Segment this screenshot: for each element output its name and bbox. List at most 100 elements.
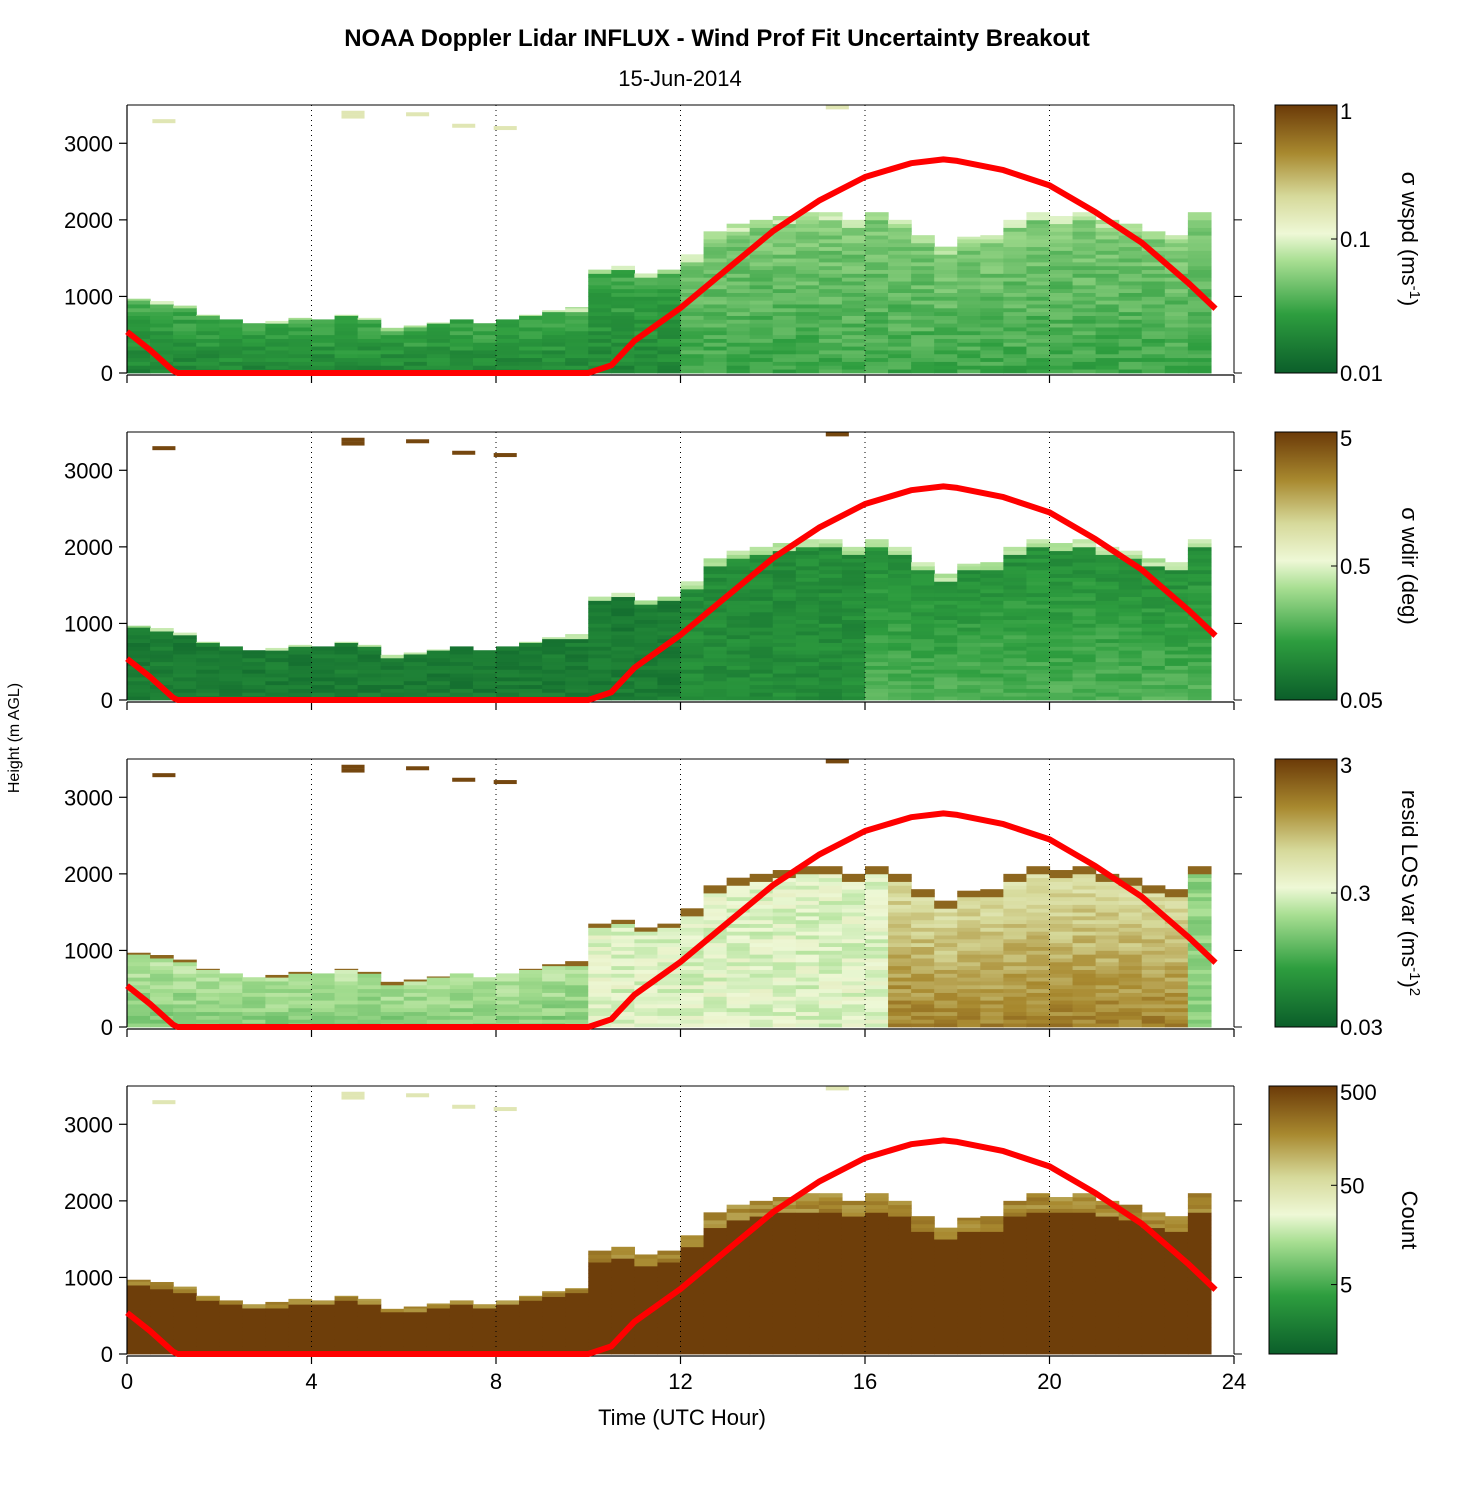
heatmap-cell	[1095, 258, 1120, 263]
heatmap-cell	[980, 673, 1004, 678]
heatmap-cell	[772, 1015, 797, 1020]
heatmap-cell	[980, 592, 1004, 598]
heatmap-cell	[588, 677, 612, 682]
heatmap-cell	[150, 657, 174, 663]
heatmap-cell	[519, 1315, 543, 1320]
heatmap-cell	[888, 646, 912, 651]
heatmap-cell	[911, 684, 935, 689]
heatmap-cell	[865, 242, 889, 248]
heatmap-cell	[334, 646, 359, 651]
heatmap-cell	[1026, 231, 1051, 236]
heatmap-cell	[242, 342, 266, 347]
heatmap-cell	[311, 1323, 336, 1328]
heatmap-cell	[841, 353, 866, 359]
heatmap-cell	[426, 1319, 451, 1324]
heatmap-cell	[1003, 893, 1028, 898]
heatmap-cell	[634, 992, 659, 997]
heatmap-cell	[795, 1258, 820, 1263]
heatmap-cell	[173, 669, 197, 674]
heatmap-cell	[772, 627, 797, 632]
heatmap-cell	[818, 1193, 843, 1198]
heatmap-cell	[1003, 938, 1028, 944]
heatmap-cell	[634, 988, 659, 993]
heatmap-cell	[726, 239, 751, 244]
heatmap-cell	[588, 1015, 612, 1020]
heatmap-cell	[957, 665, 981, 670]
heatmap-cell	[957, 585, 981, 590]
heatmap-cell	[403, 661, 428, 666]
heatmap-cell	[1118, 300, 1143, 305]
heatmap-cell	[173, 346, 197, 351]
heatmap-cell	[865, 265, 889, 271]
heatmap-cell	[818, 1342, 843, 1347]
heatmap-cell	[588, 323, 612, 328]
heatmap-cell	[957, 265, 981, 271]
heatmap-cell	[1049, 1023, 1074, 1028]
heatmap-cell	[980, 242, 1004, 248]
heatmap-cell	[957, 1323, 981, 1328]
heatmap-cell	[1003, 889, 1028, 894]
heatmap-cell	[772, 650, 797, 655]
heatmap-cell	[127, 634, 151, 640]
heatmap-cell	[795, 1319, 820, 1324]
heatmap-cell	[841, 631, 866, 636]
heatmap-cell	[934, 973, 958, 978]
heatmap-cell	[818, 1281, 843, 1286]
heatmap-cell	[888, 1292, 912, 1297]
heatmap-cell	[911, 965, 935, 970]
heatmap-cell	[1026, 1019, 1051, 1024]
heatmap-cell	[934, 615, 958, 620]
heatmap-cell	[150, 692, 174, 697]
heatmap-cell	[865, 608, 889, 613]
heatmap-cells	[127, 539, 1212, 701]
heatmap-cell	[634, 1004, 659, 1009]
heatmap-cell	[726, 277, 751, 282]
heatmap-cell	[1095, 680, 1120, 686]
heatmap-cell	[1003, 573, 1028, 578]
heatmap-cell	[496, 650, 520, 655]
heatmap-cell	[1164, 1015, 1189, 1020]
heatmap-cell	[1164, 346, 1189, 351]
heatmap-cell	[934, 627, 958, 632]
heatmap-cell	[472, 1004, 497, 1009]
heatmap-cell	[888, 284, 912, 290]
heatmap-cell	[726, 638, 751, 643]
heatmap-cell	[957, 563, 981, 567]
heatmap-cell	[703, 323, 728, 328]
heatmap-cell	[449, 688, 474, 693]
heatmap-cell	[611, 281, 635, 286]
heatmap-cell	[911, 1220, 935, 1225]
heatmap-cell	[357, 353, 382, 359]
heatmap-cell	[1164, 654, 1189, 659]
heatmap-cell	[841, 969, 866, 974]
heatmap-cell	[1026, 942, 1051, 947]
heatmap-cell	[219, 350, 243, 355]
heatmap-cell	[957, 977, 981, 982]
heatmap-cell	[865, 261, 889, 267]
heatmap-cell	[772, 1323, 797, 1328]
heatmap-cell	[980, 604, 1004, 609]
heatmap-cell	[357, 1319, 382, 1324]
heatmap-cell	[1187, 265, 1212, 271]
heatmap-cell	[680, 346, 705, 351]
heatmap-cell	[588, 608, 612, 613]
heatmap-cell	[934, 657, 958, 663]
heatmap-cell	[957, 296, 981, 301]
heatmap-cell	[726, 677, 751, 682]
heatmap-cell	[749, 958, 774, 963]
heatmap-cell	[657, 981, 682, 986]
heatmap-cell	[703, 1277, 728, 1282]
heatmap-cell	[565, 338, 589, 343]
heatmap-cell	[657, 665, 682, 670]
heatmap-cell	[980, 688, 1004, 693]
heatmap-cell	[173, 357, 197, 362]
heatmap-cell	[980, 1285, 1004, 1290]
heatmap-cell	[772, 1296, 797, 1301]
heatmap-cell	[726, 1246, 751, 1252]
heatmap-cell	[588, 1277, 612, 1282]
heatmap-cell	[1187, 235, 1212, 240]
heatmap-cell	[934, 1350, 958, 1355]
heatmap-cell	[680, 323, 705, 328]
heatmap-cell	[1141, 239, 1166, 244]
heatmap-cell	[911, 258, 935, 263]
